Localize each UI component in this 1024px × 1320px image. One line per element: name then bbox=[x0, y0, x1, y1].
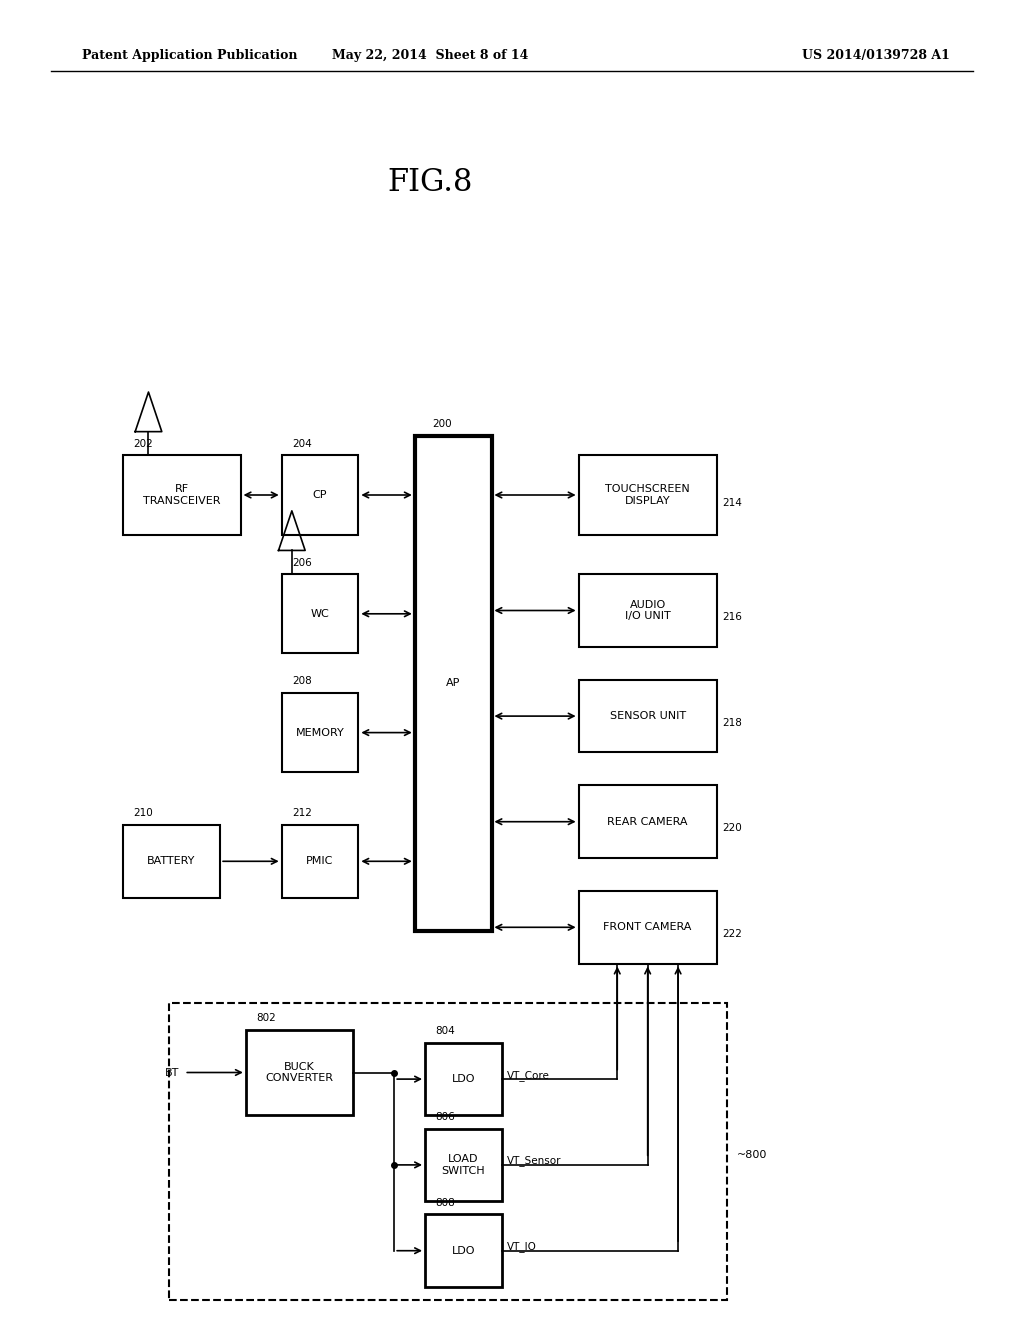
Text: 804: 804 bbox=[435, 1026, 455, 1036]
Text: FRONT CAMERA: FRONT CAMERA bbox=[603, 923, 692, 932]
Text: 808: 808 bbox=[435, 1197, 455, 1208]
Text: PMIC: PMIC bbox=[306, 857, 334, 866]
Text: MEMORY: MEMORY bbox=[296, 727, 344, 738]
Bar bbox=[123, 825, 220, 898]
Bar bbox=[579, 455, 717, 535]
Text: 214: 214 bbox=[722, 498, 741, 508]
Text: WC: WC bbox=[310, 609, 330, 619]
Text: VT_Sensor: VT_Sensor bbox=[507, 1155, 561, 1167]
Bar bbox=[579, 891, 717, 964]
Bar bbox=[282, 455, 358, 535]
Text: CP: CP bbox=[312, 490, 328, 500]
Bar bbox=[579, 785, 717, 858]
Bar bbox=[415, 436, 492, 931]
Bar bbox=[425, 1129, 502, 1201]
Text: May 22, 2014  Sheet 8 of 14: May 22, 2014 Sheet 8 of 14 bbox=[332, 49, 528, 62]
Text: Patent Application Publication: Patent Application Publication bbox=[82, 49, 297, 62]
Bar bbox=[169, 1003, 727, 1300]
Bar bbox=[425, 1043, 502, 1115]
Text: FIG.8: FIG.8 bbox=[387, 168, 473, 198]
Bar bbox=[282, 693, 358, 772]
Bar bbox=[425, 1214, 502, 1287]
Text: 210: 210 bbox=[133, 808, 153, 818]
Bar bbox=[579, 680, 717, 752]
Text: BUCK
CONVERTER: BUCK CONVERTER bbox=[265, 1061, 334, 1084]
Text: AUDIO
I/O UNIT: AUDIO I/O UNIT bbox=[625, 599, 671, 622]
Text: REAR CAMERA: REAR CAMERA bbox=[607, 817, 688, 826]
Text: 806: 806 bbox=[435, 1111, 455, 1122]
Text: RF
TRANSCEIVER: RF TRANSCEIVER bbox=[143, 484, 220, 506]
Text: 200: 200 bbox=[432, 418, 453, 429]
Bar bbox=[123, 455, 241, 535]
Text: 220: 220 bbox=[722, 824, 741, 833]
Bar bbox=[579, 574, 717, 647]
Text: 802: 802 bbox=[256, 1012, 275, 1023]
Text: VT_IO: VT_IO bbox=[507, 1241, 537, 1253]
Text: LDO: LDO bbox=[452, 1074, 475, 1084]
Text: BT: BT bbox=[165, 1068, 179, 1077]
Bar bbox=[282, 825, 358, 898]
Text: 206: 206 bbox=[292, 557, 311, 568]
Text: TOUCHSCREEN
DISPLAY: TOUCHSCREEN DISPLAY bbox=[605, 484, 690, 506]
Text: 208: 208 bbox=[292, 676, 311, 686]
Bar bbox=[246, 1030, 353, 1115]
Text: 202: 202 bbox=[133, 438, 153, 449]
Text: 218: 218 bbox=[722, 718, 741, 727]
Bar bbox=[282, 574, 358, 653]
Text: LOAD
SWITCH: LOAD SWITCH bbox=[441, 1154, 485, 1176]
Text: LDO: LDO bbox=[452, 1246, 475, 1255]
Text: ~800: ~800 bbox=[737, 1150, 768, 1160]
Text: US 2014/0139728 A1: US 2014/0139728 A1 bbox=[802, 49, 949, 62]
Text: 222: 222 bbox=[722, 929, 741, 939]
Text: 212: 212 bbox=[292, 808, 311, 818]
Text: VT_Core: VT_Core bbox=[507, 1069, 550, 1081]
Text: 216: 216 bbox=[722, 612, 741, 622]
Text: BATTERY: BATTERY bbox=[147, 857, 196, 866]
Text: 204: 204 bbox=[292, 438, 311, 449]
Text: AP: AP bbox=[445, 678, 461, 688]
Text: SENSOR UNIT: SENSOR UNIT bbox=[609, 711, 686, 721]
